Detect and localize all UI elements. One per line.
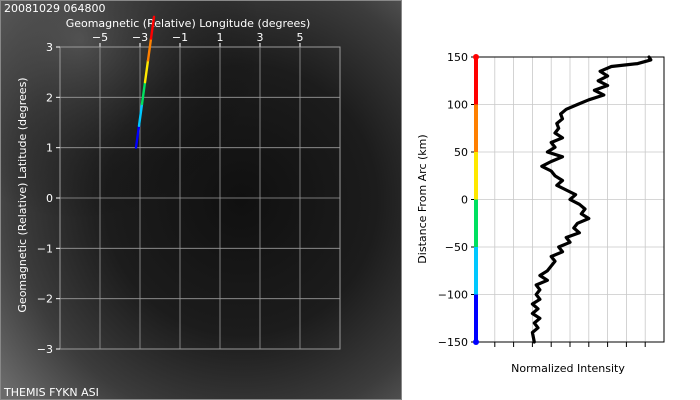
- sky-arc-segment: [134, 124, 141, 149]
- sky-y-tick-label: −1: [37, 242, 53, 255]
- intensity-profile-plot: Distance From Arc (km) Normalized Intens…: [416, 51, 665, 375]
- sky-x-tick-label: 5: [297, 31, 304, 44]
- sky-arc-segment: [149, 15, 156, 40]
- profile-color-bar-segment: [474, 199, 478, 248]
- sky-x-tick-label: −3: [132, 31, 148, 44]
- sky-y-tick-label: −3: [37, 343, 53, 356]
- sky-grid: [56, 43, 341, 350]
- sky-tick-labels: −5 −3 −1 1 3 5 3 2 1 0 −1 −2 −3: [37, 31, 304, 356]
- sky-y-tick-label: 2: [46, 91, 53, 104]
- sky-arc-segment: [140, 81, 147, 106]
- profile-intensity-line: [530, 55, 653, 344]
- profile-color-bar-segment: [474, 152, 478, 200]
- profile-color-bar-segment: [474, 247, 478, 295]
- all-sky-plot: 20081029 064800 Geomagnetic (Relative) L…: [0, 0, 402, 400]
- profile-grid: [471, 56, 665, 347]
- profile-color-bar-cap-top: [473, 54, 479, 60]
- sky-y-tick-label: 3: [46, 41, 53, 54]
- profile-color-bar-segment: [474, 294, 478, 343]
- profile-x-axis-title: Normalized Intensity: [511, 362, 625, 375]
- profile-tick-labels: 150 100 50 0 −50 −100 −150: [438, 51, 468, 349]
- timestamp-label: 20081029 064800: [4, 2, 105, 15]
- profile-color-bar: [473, 54, 479, 345]
- intensity-profile-panel: Distance From Arc (km) Normalized Intens…: [402, 0, 700, 400]
- profile-y-axis-title: Distance From Arc (km): [416, 134, 429, 263]
- sky-y-tick-label: 0: [46, 192, 53, 205]
- x-axis-title: Geomagnetic (Relative) Longitude (degree…: [66, 17, 311, 30]
- profile-y-tick-label: 100: [447, 99, 468, 112]
- profile-color-bar-cap-bottom: [473, 339, 479, 345]
- profile-y-tick-label: 0: [461, 194, 468, 207]
- sky-x-tick-label: 1: [217, 31, 224, 44]
- y-axis-title: Geomagnetic (Relative) Latitude (degrees…: [16, 77, 29, 312]
- profile-y-tick-label: 150: [447, 51, 468, 64]
- sky-arc-segment: [137, 102, 144, 128]
- profile-color-bar-segment: [474, 104, 478, 153]
- sky-x-tick-label: 3: [257, 31, 264, 44]
- sky-arc-segment: [143, 59, 150, 84]
- sky-y-tick-label: −2: [37, 293, 53, 306]
- profile-y-tick-label: −150: [438, 336, 468, 349]
- sky-x-tick-label: −5: [92, 31, 108, 44]
- profile-color-bar-segment: [474, 57, 478, 105]
- profile-y-tick-label: 50: [454, 146, 468, 159]
- footer-label: THEMIS FYKN ASI: [3, 386, 99, 399]
- sky-x-tick-label: −1: [172, 31, 188, 44]
- profile-intensity-curve: [530, 55, 653, 344]
- profile-y-tick-label: −50: [445, 241, 468, 254]
- all-sky-image-panel: 20081029 064800 Geomagnetic (Relative) L…: [0, 0, 402, 400]
- sky-glow-overlay: [0, 0, 402, 400]
- profile-y-tick-label: −100: [438, 289, 468, 302]
- sky-arc-line: [134, 15, 156, 149]
- sky-y-tick-label: 1: [46, 142, 53, 155]
- sky-arc-segment: [146, 37, 153, 62]
